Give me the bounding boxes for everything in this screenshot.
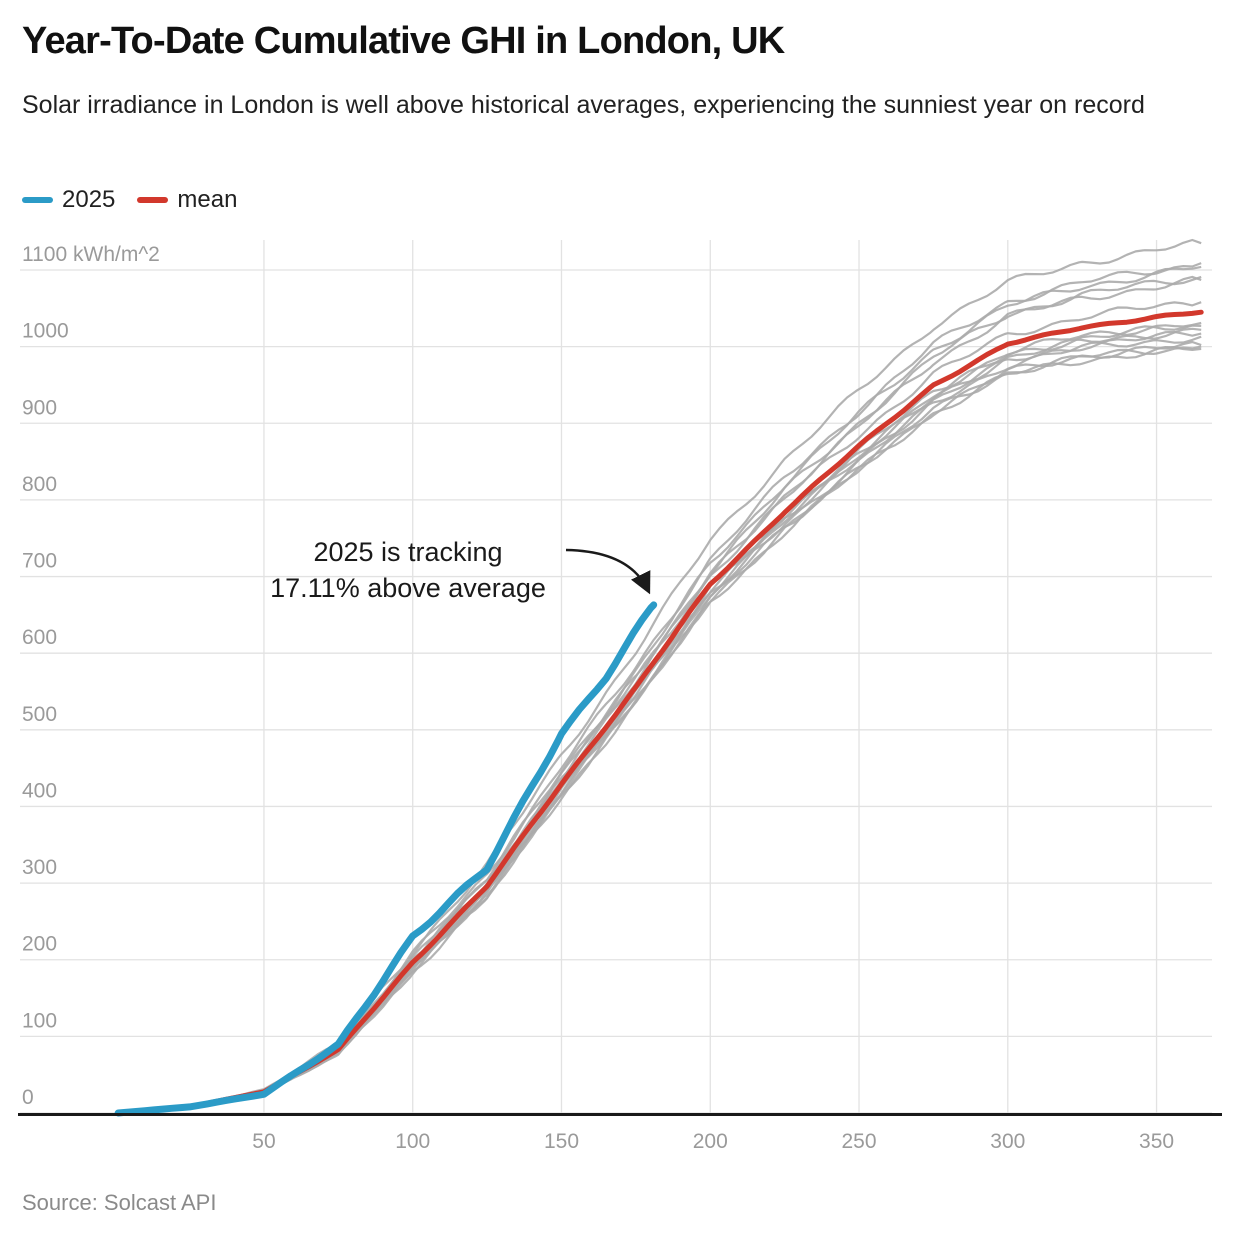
y-tick-label: 600 — [22, 626, 57, 649]
x-axis-tick-labels: 50 100 150 200 250 300 350 — [252, 1130, 1174, 1153]
source-credit: Source: Solcast API — [22, 1190, 217, 1215]
legend-swatch-2025-icon — [22, 197, 53, 203]
x-tick-label: 350 — [1139, 1130, 1174, 1153]
x-tick-label: 300 — [990, 1130, 1025, 1153]
x-tick-label: 250 — [842, 1130, 877, 1153]
historical-year-line — [118, 275, 1202, 1115]
historical-year-line — [118, 275, 1202, 1115]
highlight-lines — [114, 309, 1204, 1117]
mean-line — [115, 309, 1204, 1116]
x-tick-label: 150 — [544, 1130, 579, 1153]
y-tick-label: 400 — [22, 779, 57, 802]
historical-year-line — [118, 340, 1202, 1115]
chart-title: Year-To-Date Cumulative GHI in London, U… — [22, 20, 785, 62]
historical-year-line — [118, 327, 1202, 1115]
y-tick-label: 300 — [22, 856, 57, 879]
legend-item-mean: mean — [137, 186, 237, 214]
y-tick-label: 700 — [22, 550, 57, 573]
annotation-line1: 2025 is tracking — [313, 537, 503, 567]
y-tick-label: 800 — [22, 473, 57, 496]
historical-year-line — [118, 262, 1202, 1115]
y-tick-label: 200 — [22, 933, 57, 956]
y-axis-tick-labels: 0 100 200 300 400 500 600 700 800 900 1000 1100 kWh… — [22, 243, 160, 1109]
line-2025 — [114, 601, 658, 1117]
y-tick-label: 100 — [22, 1009, 57, 1032]
legend-label-mean: mean — [177, 186, 238, 213]
x-tick-label: 100 — [395, 1130, 430, 1153]
y-tick-label: 1100 kWh/m^2 — [22, 243, 160, 266]
historical-year-lines — [118, 238, 1202, 1115]
horizontal-gridlines — [20, 269, 1212, 1114]
historical-year-line — [118, 330, 1202, 1115]
y-tick-label: 900 — [22, 396, 57, 419]
historical-year-line — [118, 265, 1202, 1115]
y-tick-label: 500 — [22, 703, 57, 726]
legend: 2025 mean — [22, 186, 237, 214]
legend-label-2025: 2025 — [62, 186, 116, 213]
annotation-line2: 17.11% above average — [270, 573, 546, 603]
historical-year-line — [118, 321, 1202, 1115]
historical-year-line — [118, 238, 1202, 1115]
historical-year-line — [118, 335, 1202, 1115]
x-tick-label: 50 — [252, 1130, 275, 1153]
x-tick-label: 200 — [693, 1130, 728, 1153]
historical-year-line — [118, 346, 1202, 1115]
annotation-arrow-icon — [565, 548, 651, 595]
y-tick-label: 1000 — [22, 320, 69, 343]
historical-year-line — [118, 324, 1202, 1115]
legend-swatch-mean-icon — [137, 197, 169, 203]
annotation-callout: 2025 is tracking 17.11% above average — [248, 534, 568, 606]
chart-subtitle: Solar irradiance in London is well above… — [22, 91, 1145, 119]
y-tick-label: 0 — [22, 1086, 34, 1109]
legend-item-2025: 2025 — [22, 186, 115, 214]
